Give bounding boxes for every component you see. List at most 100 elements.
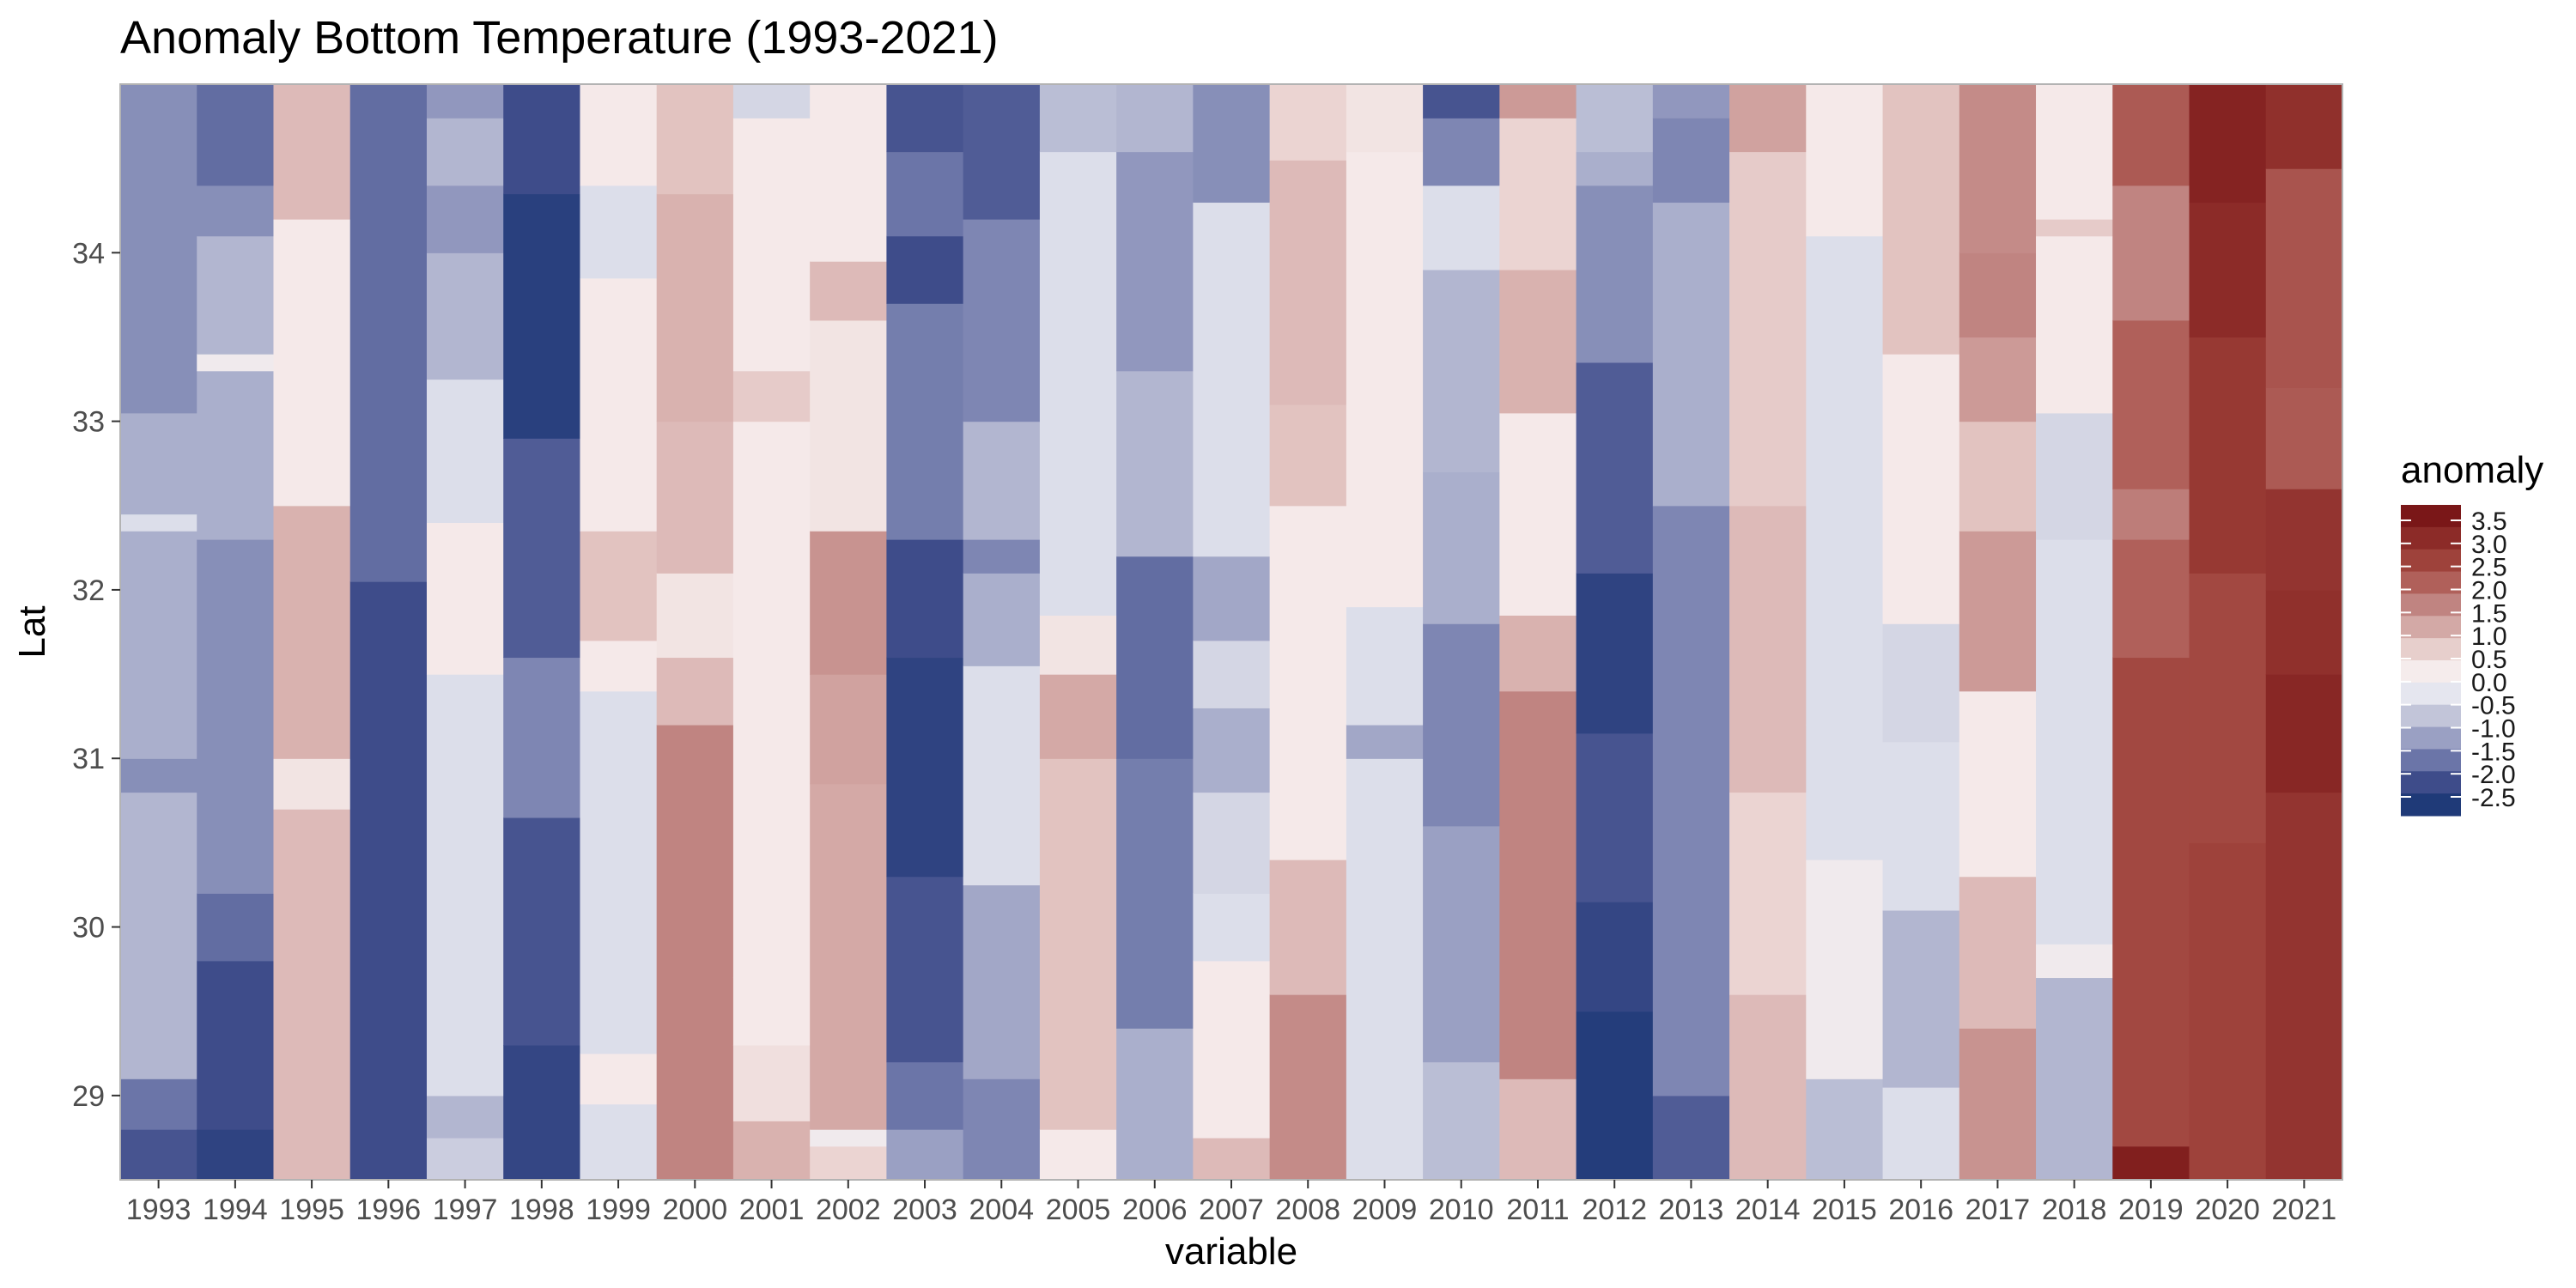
heatmap-cell xyxy=(963,884,1041,1079)
heatmap-cell xyxy=(2112,185,2190,321)
heatmap-cell xyxy=(580,531,658,641)
legend-label: 0.0 xyxy=(2471,669,2507,697)
x-tick-label: 2013 xyxy=(1659,1194,1724,1226)
heatmap-cell xyxy=(1193,640,1271,708)
heatmap-cell xyxy=(1499,1078,1577,1181)
legend-color-block xyxy=(2401,571,2461,594)
heatmap-cell xyxy=(1499,269,1577,414)
heatmap-cell xyxy=(1959,337,2037,422)
heatmap-cell xyxy=(426,1095,504,1139)
heatmap-cell xyxy=(732,1044,811,1121)
heatmap-cell xyxy=(1039,1129,1117,1181)
heatmap-cell xyxy=(503,657,581,818)
heatmap-cell xyxy=(1959,1028,2037,1181)
heatmap-cell xyxy=(1193,1137,1271,1181)
heatmap-cell xyxy=(1193,84,1271,204)
heatmap-cell xyxy=(120,792,197,1079)
x-tick-label: 2012 xyxy=(1582,1194,1647,1226)
x-tick-label: 2021 xyxy=(2272,1194,2337,1226)
heatmap-cell xyxy=(1576,361,1654,574)
heatmap-cell xyxy=(810,84,888,262)
x-tick-label: 2006 xyxy=(1122,1194,1188,1226)
heatmap-cell xyxy=(426,118,504,186)
heatmap-cell xyxy=(1116,84,1194,153)
legend-color-block xyxy=(2401,682,2461,706)
heatmap-cell xyxy=(656,573,734,659)
heatmap-column-2005 xyxy=(1039,84,1117,1181)
heatmap-cell xyxy=(349,581,428,1181)
heatmap-cell xyxy=(1269,404,1347,507)
heatmap-cell xyxy=(1576,573,1654,734)
heatmap-cell xyxy=(1576,84,1654,153)
heatmap-cell xyxy=(1729,84,1807,153)
heatmap-cell xyxy=(732,1121,811,1181)
heatmap-cell xyxy=(1729,151,1807,507)
heatmap-cell xyxy=(886,84,964,153)
heatmap-cell xyxy=(426,522,504,675)
heatmap-cell xyxy=(120,1078,197,1130)
heatmap-cell xyxy=(120,758,197,793)
heatmap-cell xyxy=(810,783,888,1130)
x-tick-label: 2004 xyxy=(969,1194,1034,1226)
heatmap-cell xyxy=(197,370,275,540)
heatmap-cell xyxy=(1882,741,1960,911)
heatmap-cell xyxy=(886,876,964,1063)
legend-label: -1.0 xyxy=(2471,715,2516,744)
heatmap-cell xyxy=(580,690,658,1054)
heatmap-cell xyxy=(886,303,964,540)
heatmap-cell xyxy=(2036,412,2113,540)
chart-title: Anomaly Bottom Temperature (1993-2021) xyxy=(120,12,999,64)
heatmap-cell xyxy=(1729,994,1807,1181)
heatmap-column-2007 xyxy=(1193,84,1271,1181)
heatmap-cell xyxy=(1193,960,1271,1139)
heatmap-cell xyxy=(656,193,734,422)
heatmap-cell xyxy=(1652,202,1730,507)
heatmap-cell xyxy=(810,531,888,675)
heatmap-cell xyxy=(426,185,504,253)
x-axis-title: variable xyxy=(1165,1230,1297,1273)
x-tick-label: 2019 xyxy=(2118,1194,2184,1226)
heatmap-cell xyxy=(963,84,1041,220)
heatmap-cell xyxy=(2265,674,2343,793)
heatmap-cell xyxy=(1806,84,1884,237)
heatmap-column-2001 xyxy=(732,84,811,1181)
legend-label: 1.0 xyxy=(2471,623,2507,651)
x-tick-label: 1995 xyxy=(279,1194,344,1226)
x-tick-label: 2018 xyxy=(2042,1194,2107,1226)
heatmap-cell xyxy=(1729,792,1807,995)
heatmap-column-2014 xyxy=(1729,84,1807,1181)
heatmap-column-1998 xyxy=(503,84,581,1181)
x-tick-label: 1997 xyxy=(433,1194,498,1226)
heatmap-cell xyxy=(1269,84,1347,161)
heatmap-cell xyxy=(963,539,1041,574)
legend-color-block xyxy=(2401,660,2461,683)
heatmap-cell xyxy=(1882,623,1960,743)
heatmap-column-2006 xyxy=(1116,84,1194,1181)
heatmap-cell xyxy=(1499,615,1577,692)
heatmap-column-2009 xyxy=(1346,84,1424,1181)
heatmap-cell xyxy=(732,118,811,372)
heatmap-cell xyxy=(963,665,1041,886)
heatmap-column-1999 xyxy=(580,84,658,1181)
y-axis: 29 30 31 32 33 34 xyxy=(72,237,120,1113)
heatmap-cell xyxy=(2265,792,2343,1181)
heatmap-cell xyxy=(2036,219,2113,237)
heatmap-cell xyxy=(1576,902,1654,1012)
heatmap-cell xyxy=(1882,1087,1960,1181)
heatmap-cell xyxy=(810,1145,888,1181)
x-tick-label: 2007 xyxy=(1199,1194,1264,1226)
x-axis: 1993 1994 1995 1996 1997 1998 1999 2000 2001 2002… xyxy=(126,1180,2336,1226)
heatmap-cell xyxy=(273,809,351,1181)
heatmap-cell xyxy=(1269,505,1347,860)
heatmap-cell xyxy=(732,977,811,1046)
heatmap-cell xyxy=(1652,84,1730,118)
heatmap-cell xyxy=(2112,539,2190,659)
heatmap-cell xyxy=(1652,118,1730,204)
heatmap-cell xyxy=(349,84,428,582)
heatmap-cell xyxy=(2265,387,2343,489)
heatmap-cell xyxy=(1882,354,1960,489)
legend-title: anomaly xyxy=(2401,449,2543,491)
heatmap-cell xyxy=(1423,269,1500,473)
heatmap-column-2004 xyxy=(963,84,1041,1181)
x-tick-label: 2020 xyxy=(2195,1194,2260,1226)
